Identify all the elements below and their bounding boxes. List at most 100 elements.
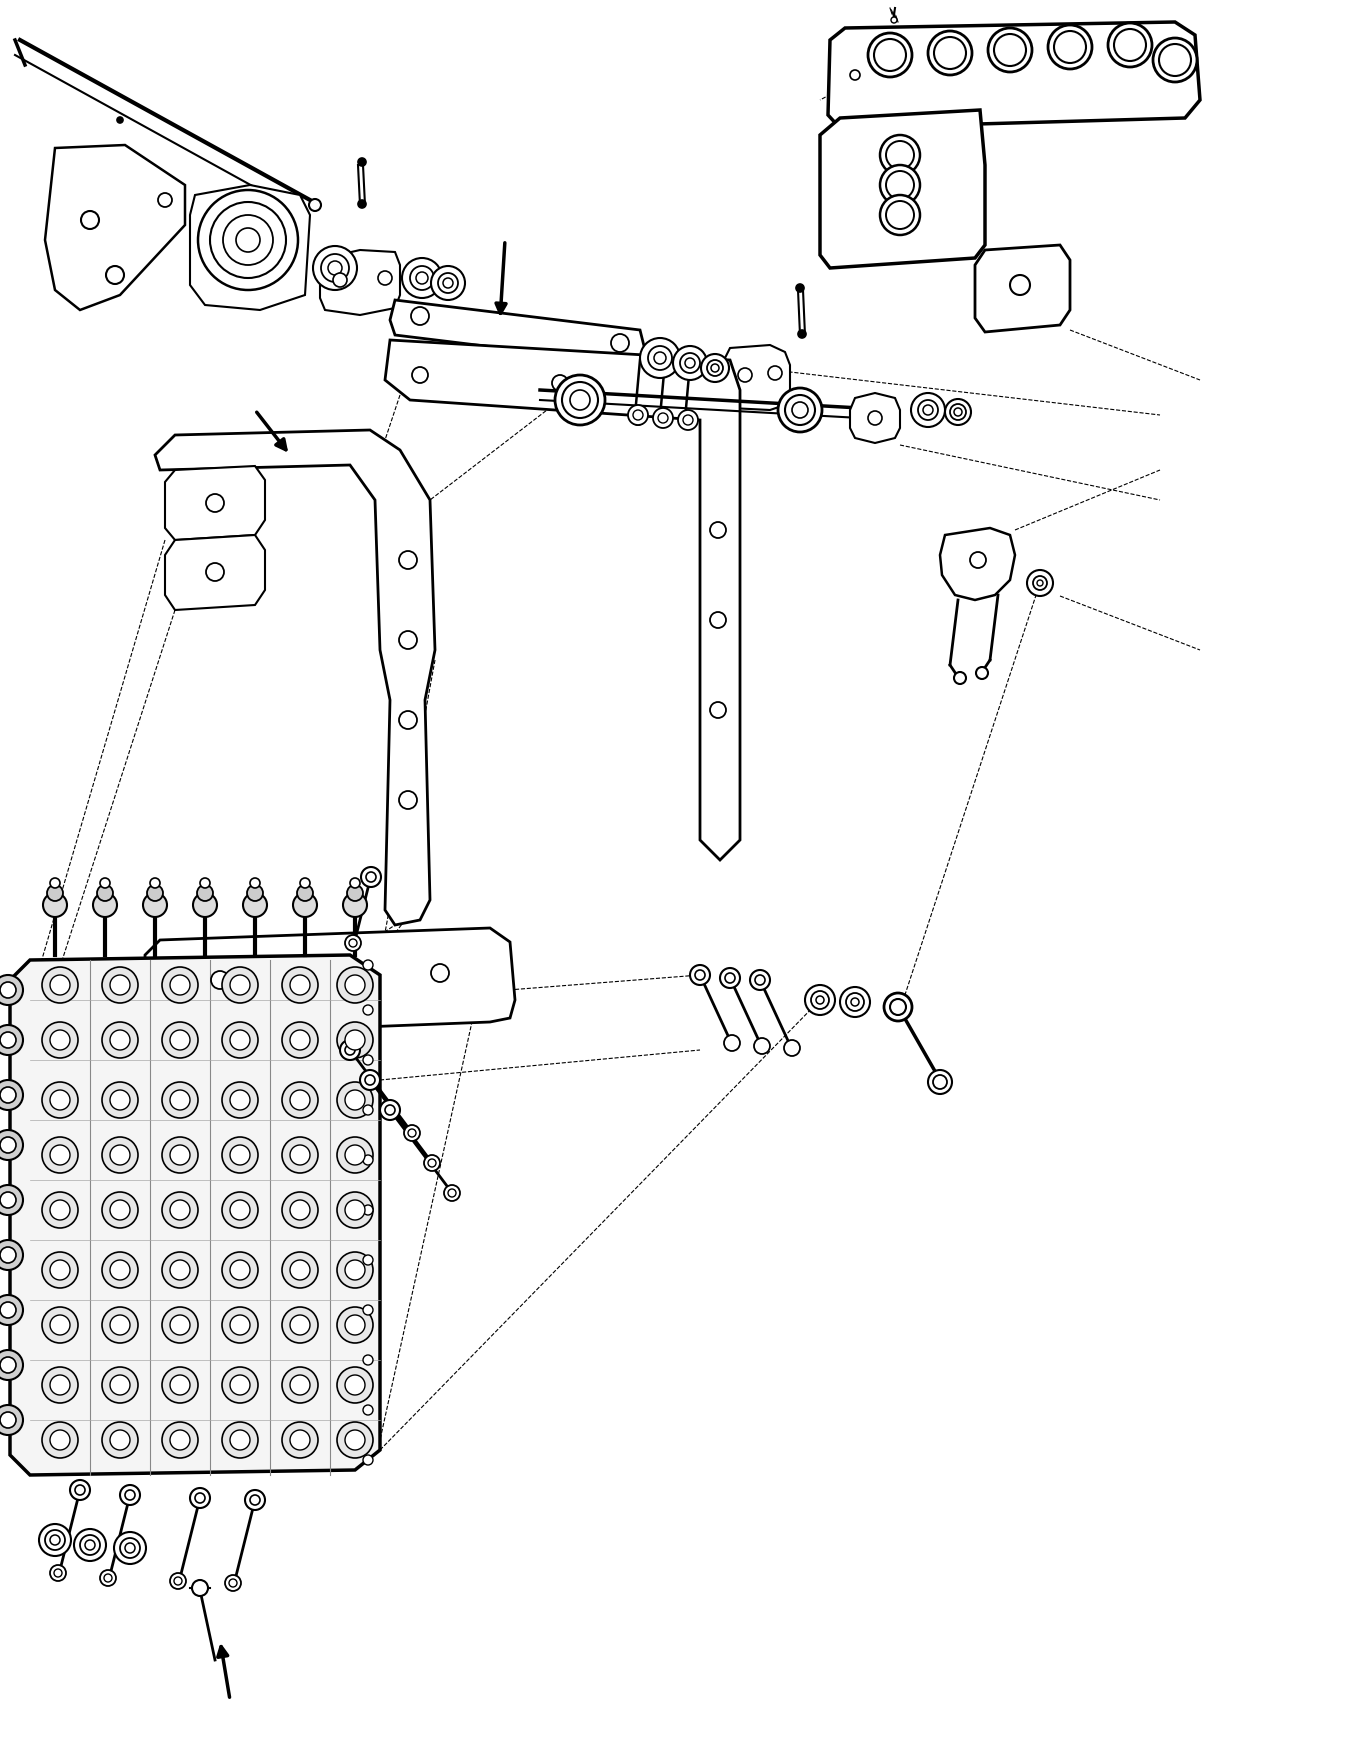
Circle shape [162,1367,199,1404]
Circle shape [336,1421,373,1458]
Circle shape [109,1261,130,1280]
Circle shape [635,416,640,421]
Circle shape [399,791,417,808]
Circle shape [100,878,109,889]
Circle shape [247,885,263,901]
Circle shape [443,278,453,288]
Circle shape [50,1376,70,1395]
Circle shape [653,409,673,428]
Circle shape [336,1021,373,1058]
Circle shape [74,1529,105,1561]
Circle shape [363,1205,373,1215]
Circle shape [101,1021,138,1058]
Circle shape [720,967,740,988]
Circle shape [403,258,442,299]
Circle shape [385,1105,394,1116]
Circle shape [293,892,317,917]
Circle shape [634,410,643,421]
Circle shape [328,260,342,276]
Circle shape [438,272,458,293]
Circle shape [0,1186,23,1215]
Circle shape [970,552,986,567]
Circle shape [162,1252,199,1289]
Circle shape [363,1156,373,1165]
Circle shape [684,416,693,424]
Circle shape [363,1006,373,1014]
Circle shape [336,967,373,1002]
Circle shape [170,1430,190,1449]
Circle shape [101,1137,138,1173]
Circle shape [345,1030,365,1049]
Circle shape [313,246,357,290]
Circle shape [880,166,920,204]
Circle shape [988,28,1032,72]
Circle shape [850,70,861,80]
Circle shape [409,265,434,290]
Circle shape [347,885,363,901]
Circle shape [851,999,859,1006]
Circle shape [975,667,988,679]
Circle shape [282,1367,317,1404]
Circle shape [345,1145,365,1165]
Circle shape [954,672,966,684]
Polygon shape [940,527,1015,601]
Polygon shape [320,250,400,314]
Circle shape [411,307,430,325]
Circle shape [1011,276,1029,295]
Circle shape [345,1200,365,1220]
Circle shape [290,1090,309,1110]
Circle shape [222,967,258,1002]
Circle shape [890,999,907,1014]
Circle shape [724,1035,740,1051]
Circle shape [143,892,168,917]
Circle shape [874,38,907,72]
Circle shape [928,31,971,75]
Circle shape [399,630,417,650]
Circle shape [366,871,376,882]
Circle shape [738,368,753,382]
Circle shape [162,1421,199,1458]
Circle shape [336,1367,373,1404]
Circle shape [230,1030,250,1049]
Circle shape [654,353,666,363]
Circle shape [892,17,897,23]
Circle shape [50,1564,66,1580]
Circle shape [928,1070,952,1095]
Circle shape [282,1421,317,1458]
Circle shape [750,971,770,990]
Circle shape [209,203,286,278]
Circle shape [80,1535,100,1556]
Circle shape [0,1350,23,1379]
Circle shape [236,229,259,251]
Circle shape [725,973,735,983]
Circle shape [50,878,59,889]
Circle shape [767,367,782,381]
Circle shape [222,1137,258,1173]
Circle shape [0,1406,23,1435]
Circle shape [917,400,938,421]
Circle shape [162,1083,199,1117]
Circle shape [792,402,808,417]
Circle shape [1115,30,1146,61]
Circle shape [222,1021,258,1058]
Circle shape [363,1105,373,1116]
Circle shape [867,410,882,424]
Circle shape [0,1032,16,1048]
Circle shape [754,1039,770,1055]
Circle shape [230,974,250,995]
Polygon shape [828,23,1200,127]
Circle shape [755,974,765,985]
Circle shape [192,1580,208,1596]
Circle shape [100,1570,116,1585]
Circle shape [230,1090,250,1110]
Circle shape [109,1430,130,1449]
Circle shape [880,196,920,236]
Circle shape [631,410,644,424]
Circle shape [243,892,267,917]
Circle shape [230,1430,250,1449]
Circle shape [0,1193,16,1208]
Circle shape [109,1030,130,1049]
Polygon shape [385,340,740,861]
Circle shape [190,1488,209,1509]
Circle shape [0,1413,16,1428]
